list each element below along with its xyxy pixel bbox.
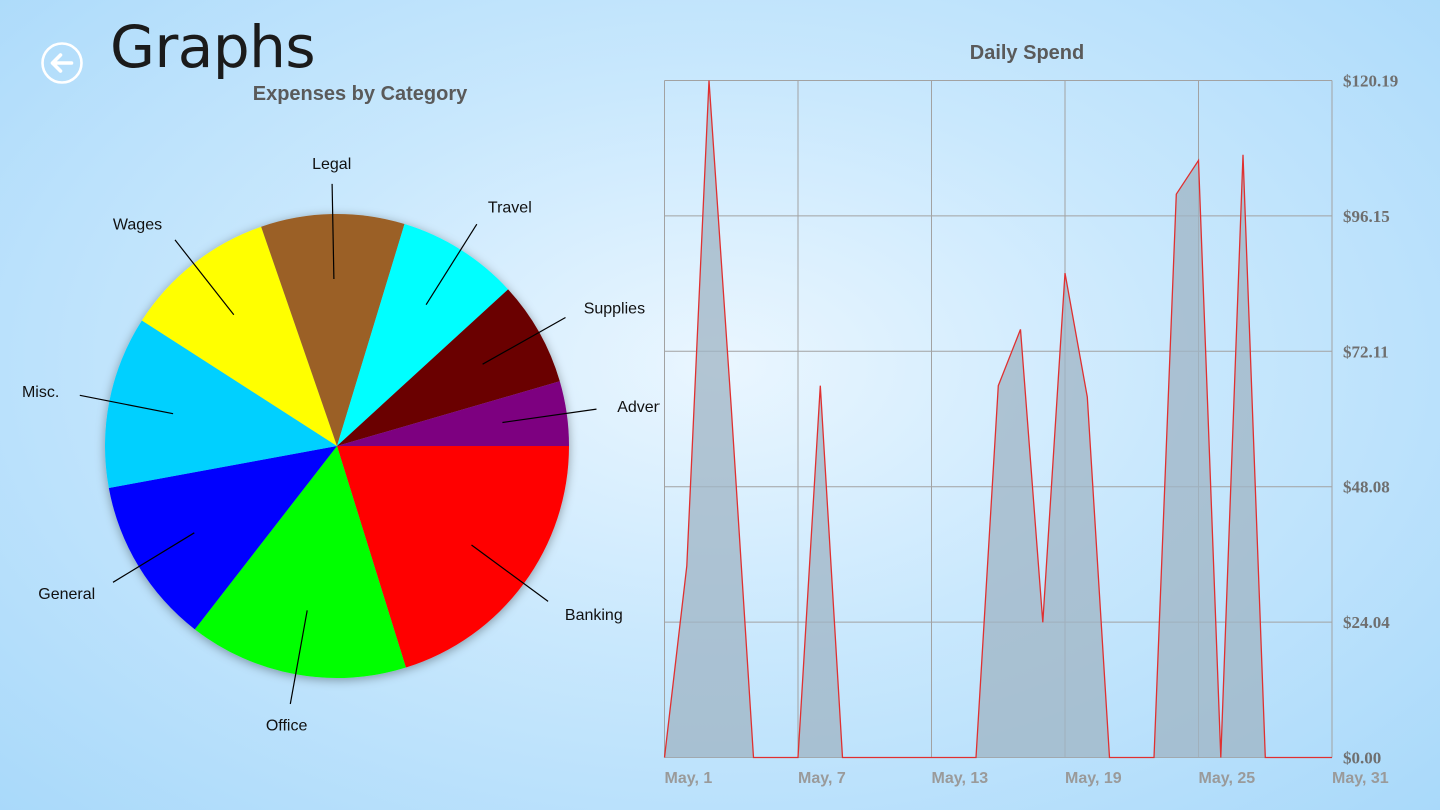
x-tick-label: May, 7 — [798, 770, 846, 787]
y-tick-label: $48.08 — [1343, 478, 1390, 497]
pie-slice-supplies — [337, 289, 560, 446]
y-tick-label: $96.15 — [1343, 207, 1390, 226]
pie-leader-misc — [79, 394, 174, 415]
pie-label-legal: Legal — [312, 156, 351, 173]
pie-label-wages: Wages — [113, 216, 162, 233]
pie-slice-banking — [337, 446, 569, 668]
pie-slice-office — [194, 446, 406, 679]
pie-label-misc: Misc. — [22, 384, 59, 401]
pie-leader-supplies — [482, 316, 566, 365]
daily-spend-line — [663, 80, 1332, 759]
daily-spend-area — [664, 80, 1332, 758]
x-tick-label: May, 13 — [932, 770, 989, 787]
page-title: Graphs — [110, 13, 316, 81]
pie-slice-wages — [141, 226, 337, 446]
pie-leader-banking — [471, 544, 549, 602]
x-tick-label: May, 25 — [1199, 770, 1256, 787]
pie-slice-misc — [104, 320, 337, 489]
x-tick-label: May, 1 — [665, 770, 713, 787]
pie-label-supplies: Supplies — [584, 300, 645, 317]
pie-slice-advertising — [337, 381, 569, 446]
back-arrow-icon — [41, 42, 83, 84]
back-button[interactable] — [40, 41, 84, 85]
pie-slice-legal — [261, 214, 405, 446]
pie-label-office: Office — [266, 718, 308, 735]
x-tick-label: May, 19 — [1065, 770, 1122, 787]
pie-leader-wages — [174, 239, 235, 316]
y-tick-label: $72.11 — [1343, 342, 1389, 361]
pie-leader-legal — [331, 183, 335, 280]
pie-chart-title: Expenses by Category — [253, 83, 468, 105]
x-tick-label: May, 31 — [1332, 770, 1389, 787]
pie-label-travel: Travel — [488, 200, 532, 217]
pie-label-general: General — [38, 586, 95, 603]
area-chart-title: Daily Spend — [970, 42, 1084, 64]
expenses-pie-chart: Expenses by Category Banking Office Genera… — [22, 83, 660, 735]
y-tick-label: $24.04 — [1343, 613, 1390, 632]
pie-slice-travel — [337, 224, 509, 446]
pie-leader-travel — [425, 223, 478, 306]
pie-leader-advertising — [502, 408, 597, 424]
pie-leader-office — [289, 610, 308, 705]
pie-label-banking: Banking — [565, 607, 623, 624]
y-tick-label: $0.00 — [1343, 749, 1381, 768]
pie-leader-general — [112, 532, 195, 583]
pie-slice-general — [108, 446, 337, 630]
pie-label-advertising: Advertising — [617, 399, 660, 416]
y-tick-label: $120.19 — [1343, 72, 1398, 91]
